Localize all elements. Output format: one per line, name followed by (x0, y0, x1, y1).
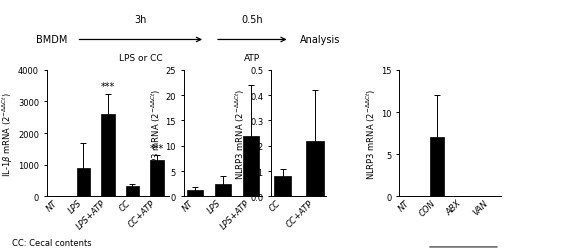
Bar (306, 141, 324, 197)
Bar (243, 136, 259, 197)
Bar (215, 184, 231, 197)
Y-axis label: NLRP3 mRNA (2$^{-\Delta\Delta Ct}$): NLRP3 mRNA (2$^{-\Delta\Delta Ct}$) (234, 88, 247, 179)
Bar (456, 196, 470, 197)
Text: BMDM: BMDM (36, 35, 67, 45)
Bar (125, 186, 139, 197)
Y-axis label: NLRP3 mRNA (2$^{-\Delta\Delta Ct}$): NLRP3 mRNA (2$^{-\Delta\Delta Ct}$) (149, 88, 163, 179)
Bar (482, 196, 497, 197)
Y-axis label: IL-1$\beta$ mRNA (2$^{-\Delta\Delta Ct}$): IL-1$\beta$ mRNA (2$^{-\Delta\Delta Ct}$… (1, 91, 15, 176)
Text: ***: *** (101, 82, 115, 92)
Bar (150, 160, 163, 197)
Text: Analysis: Analysis (300, 35, 340, 45)
Bar (187, 190, 203, 197)
Bar (273, 176, 292, 197)
Text: 3h: 3h (135, 15, 147, 25)
Y-axis label: NLRP3 mRNA (2$^{-\Delta\Delta Ct}$): NLRP3 mRNA (2$^{-\Delta\Delta Ct}$) (365, 88, 378, 179)
Bar (430, 138, 444, 197)
Bar (77, 168, 90, 197)
Text: 0.5h: 0.5h (241, 15, 263, 25)
Text: LPS or CC: LPS or CC (119, 54, 163, 63)
Text: ATP: ATP (244, 54, 261, 63)
Bar (101, 115, 115, 197)
Text: CC: Cecal contents: CC: Cecal contents (12, 238, 92, 247)
Text: ***: *** (150, 143, 164, 153)
